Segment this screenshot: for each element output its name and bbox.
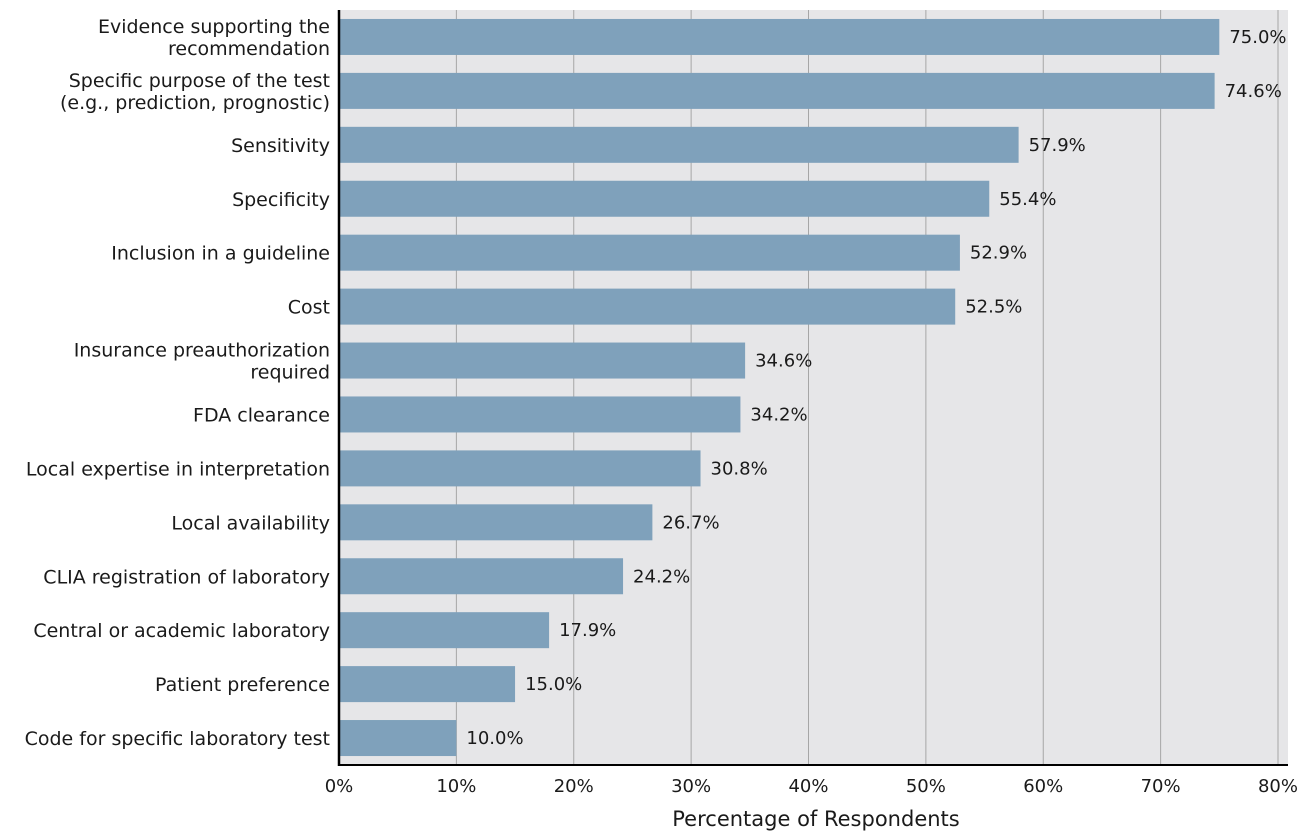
- value-label-11: 17.9%: [559, 620, 616, 641]
- category-label-4: Inclusion in a guideline: [111, 243, 330, 265]
- value-label-7: 34.2%: [750, 404, 807, 425]
- value-label-0: 75.0%: [1229, 27, 1286, 48]
- category-label-0: Evidence supporting the recommendation: [98, 16, 330, 60]
- bar-12: [339, 666, 516, 703]
- bar-11: [339, 612, 550, 649]
- category-label-12: Patient preference: [155, 674, 330, 696]
- category-label-8: Local expertise in interpretation: [26, 458, 330, 480]
- bar-7: [339, 396, 741, 433]
- value-label-5: 52.5%: [965, 297, 1022, 318]
- x-tick-label-30: 30%: [671, 776, 711, 797]
- value-label-6: 34.6%: [755, 351, 812, 372]
- bar-8: [339, 450, 701, 487]
- bar-2: [339, 126, 1019, 163]
- value-label-12: 15.0%: [525, 674, 582, 695]
- bar-0: [339, 18, 1220, 55]
- category-label-11: Central or academic laboratory: [33, 620, 330, 642]
- x-tick-label-80: 80%: [1258, 776, 1298, 797]
- category-label-3: Specificity: [232, 189, 330, 211]
- x-tick-label-60: 60%: [1023, 776, 1063, 797]
- x-tick-label-70: 70%: [1141, 776, 1181, 797]
- value-label-13: 10.0%: [466, 728, 523, 749]
- category-label-13: Code for specific laboratory test: [25, 728, 330, 750]
- x-tick-label-10: 10%: [436, 776, 476, 797]
- value-label-10: 24.2%: [633, 566, 690, 587]
- value-label-9: 26.7%: [662, 512, 719, 533]
- category-label-10: CLIA registration of laboratory: [43, 566, 330, 588]
- bar-6: [339, 342, 746, 379]
- category-label-7: FDA clearance: [193, 404, 330, 426]
- x-tick-label-40: 40%: [788, 776, 828, 797]
- x-tick-label-20: 20%: [554, 776, 594, 797]
- value-label-4: 52.9%: [970, 243, 1027, 264]
- plot-background: [339, 10, 1288, 765]
- value-label-1: 74.6%: [1225, 81, 1282, 102]
- bar-13: [339, 720, 457, 757]
- category-label-1: Specific purpose of the test (e.g., predi…: [60, 70, 330, 114]
- x-tick-label-0: 0%: [325, 776, 354, 797]
- x-axis-title: Percentage of Respondents: [672, 807, 959, 831]
- bar-10: [339, 558, 624, 595]
- bar-1: [339, 72, 1215, 109]
- bar-9: [339, 504, 653, 541]
- value-label-8: 30.8%: [711, 458, 768, 479]
- category-label-2: Sensitivity: [231, 135, 330, 157]
- bar-3: [339, 180, 990, 217]
- category-label-5: Cost: [288, 297, 330, 319]
- x-tick-label-50: 50%: [906, 776, 946, 797]
- category-label-6: Insurance preauthorization required: [74, 340, 330, 384]
- value-label-2: 57.9%: [1029, 135, 1086, 156]
- bar-4: [339, 234, 960, 271]
- value-label-3: 55.4%: [999, 189, 1056, 210]
- bar-5: [339, 288, 956, 325]
- category-label-9: Local availability: [171, 512, 330, 534]
